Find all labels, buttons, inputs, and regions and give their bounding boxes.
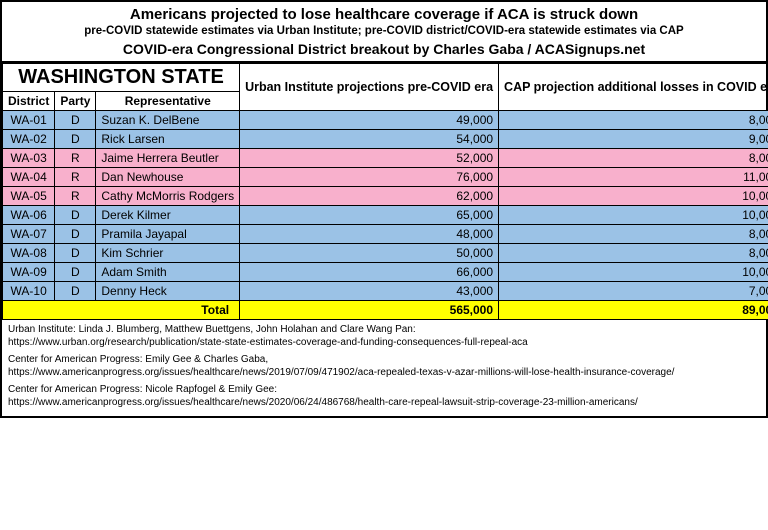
- cell-district: WA-09: [3, 263, 55, 282]
- cell-rep: Pramila Jayapal: [96, 225, 240, 244]
- total-urban: 565,000: [240, 301, 499, 320]
- cell-urban: 49,000: [240, 111, 499, 130]
- table-row: WA-03RJaime Herrera Beutler52,0008,00060…: [3, 149, 768, 168]
- cell-cap: 8,000: [499, 149, 768, 168]
- source-2-title: Center for American Progress: Emily Gee …: [8, 354, 268, 365]
- source-3: Center for American Progress: Nicole Rap…: [8, 383, 760, 409]
- cell-rep: Derek Kilmer: [96, 206, 240, 225]
- report-header: Americans projected to lose healthcare c…: [2, 2, 766, 63]
- cell-party: D: [55, 263, 96, 282]
- cell-urban: 62,000: [240, 187, 499, 206]
- cell-cap: 7,000: [499, 282, 768, 301]
- source-1-url: https://www.urban.org/research/publicati…: [8, 337, 528, 348]
- total-label: Total: [3, 301, 240, 320]
- cell-urban: 52,000: [240, 149, 499, 168]
- cell-rep: Suzan K. DelBene: [96, 111, 240, 130]
- cell-cap: 8,000: [499, 225, 768, 244]
- cell-cap: 10,000: [499, 263, 768, 282]
- table-row: WA-01DSuzan K. DelBene49,0008,00057,000: [3, 111, 768, 130]
- cell-district: WA-01: [3, 111, 55, 130]
- cell-district: WA-10: [3, 282, 55, 301]
- coverage-table: WASHINGTON STATE Urban Institute project…: [2, 63, 768, 320]
- table-row: WA-09DAdam Smith66,00010,00076,000: [3, 263, 768, 282]
- cell-rep: Cathy McMorris Rodgers: [96, 187, 240, 206]
- source-2-url: https://www.americanprogress.org/issues/…: [8, 367, 674, 378]
- cell-party: R: [55, 187, 96, 206]
- cell-rep: Rick Larsen: [96, 130, 240, 149]
- header-title: Americans projected to lose healthcare c…: [8, 6, 760, 23]
- col-cap-label: CAP projection additional losses in COVI…: [504, 80, 768, 94]
- cell-party: D: [55, 206, 96, 225]
- cell-cap: 8,000: [499, 244, 768, 263]
- col-urban: Urban Institute projections pre-COVID er…: [240, 64, 499, 111]
- source-3-title: Center for American Progress: Nicole Rap…: [8, 384, 277, 395]
- col-district: District: [3, 92, 55, 111]
- total-cap: 89,000: [499, 301, 768, 320]
- cell-urban: 66,000: [240, 263, 499, 282]
- cell-urban: 65,000: [240, 206, 499, 225]
- col-cap: CAP projection additional losses in COVI…: [499, 64, 768, 111]
- sources-block: Urban Institute: Linda J. Blumberg, Matt…: [2, 320, 766, 416]
- source-3-url: https://www.americanprogress.org/issues/…: [8, 397, 638, 408]
- report-container: Americans projected to lose healthcare c…: [0, 0, 768, 418]
- table-body: WA-01DSuzan K. DelBene49,0008,00057,000W…: [3, 111, 768, 320]
- cell-rep: Dan Newhouse: [96, 168, 240, 187]
- cell-rep: Kim Schrier: [96, 244, 240, 263]
- cell-cap: 10,000: [499, 187, 768, 206]
- cell-cap: 10,000: [499, 206, 768, 225]
- cell-cap: 9,000: [499, 130, 768, 149]
- cell-district: WA-06: [3, 206, 55, 225]
- header-credit: COVID-era Congressional District breakou…: [8, 41, 760, 57]
- total-row: Total565,00089,000654,000: [3, 301, 768, 320]
- cell-rep: Adam Smith: [96, 263, 240, 282]
- cell-party: D: [55, 244, 96, 263]
- cell-district: WA-05: [3, 187, 55, 206]
- cell-district: WA-08: [3, 244, 55, 263]
- cell-cap: 8,000: [499, 111, 768, 130]
- cell-urban: 50,000: [240, 244, 499, 263]
- cell-urban: 48,000: [240, 225, 499, 244]
- col-rep: Representative: [96, 92, 240, 111]
- cell-urban: 54,000: [240, 130, 499, 149]
- cell-party: D: [55, 282, 96, 301]
- cell-cap: 11,000: [499, 168, 768, 187]
- table-row: WA-06DDerek Kilmer65,00010,00075,000: [3, 206, 768, 225]
- header-subtitle: pre-COVID statewide estimates via Urban …: [8, 25, 760, 37]
- cell-party: D: [55, 130, 96, 149]
- cell-rep: Denny Heck: [96, 282, 240, 301]
- table-row: WA-07DPramila Jayapal48,0008,00056,000: [3, 225, 768, 244]
- source-2: Center for American Progress: Emily Gee …: [8, 353, 760, 379]
- cell-district: WA-02: [3, 130, 55, 149]
- table-row: WA-10DDenny Heck43,0007,00050,000: [3, 282, 768, 301]
- cell-district: WA-07: [3, 225, 55, 244]
- cell-urban: 76,000: [240, 168, 499, 187]
- table-row: WA-05RCathy McMorris Rodgers62,00010,000…: [3, 187, 768, 206]
- table-row: WA-04RDan Newhouse76,00011,00087,000: [3, 168, 768, 187]
- source-1: Urban Institute: Linda J. Blumberg, Matt…: [8, 323, 760, 349]
- col-party: Party: [55, 92, 96, 111]
- cell-party: D: [55, 225, 96, 244]
- cell-party: D: [55, 111, 96, 130]
- source-1-title: Urban Institute: Linda J. Blumberg, Matt…: [8, 324, 416, 335]
- cell-party: R: [55, 168, 96, 187]
- cell-urban: 43,000: [240, 282, 499, 301]
- cell-district: WA-04: [3, 168, 55, 187]
- cell-party: R: [55, 149, 96, 168]
- cell-rep: Jaime Herrera Beutler: [96, 149, 240, 168]
- table-row: WA-02DRick Larsen54,0009,00063,000: [3, 130, 768, 149]
- cell-district: WA-03: [3, 149, 55, 168]
- state-name: WASHINGTON STATE: [3, 64, 240, 92]
- col-urban-label: Urban Institute projections pre-COVID er…: [245, 80, 493, 94]
- table-row: WA-08DKim Schrier50,0008,00058,000: [3, 244, 768, 263]
